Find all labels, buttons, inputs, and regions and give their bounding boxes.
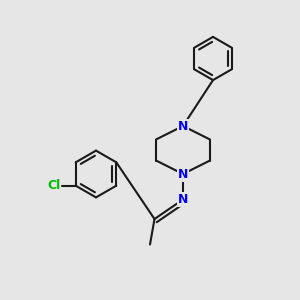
Text: N: N	[178, 119, 188, 133]
Text: N: N	[178, 167, 188, 181]
Text: N: N	[178, 193, 188, 206]
Text: Cl: Cl	[47, 179, 61, 192]
